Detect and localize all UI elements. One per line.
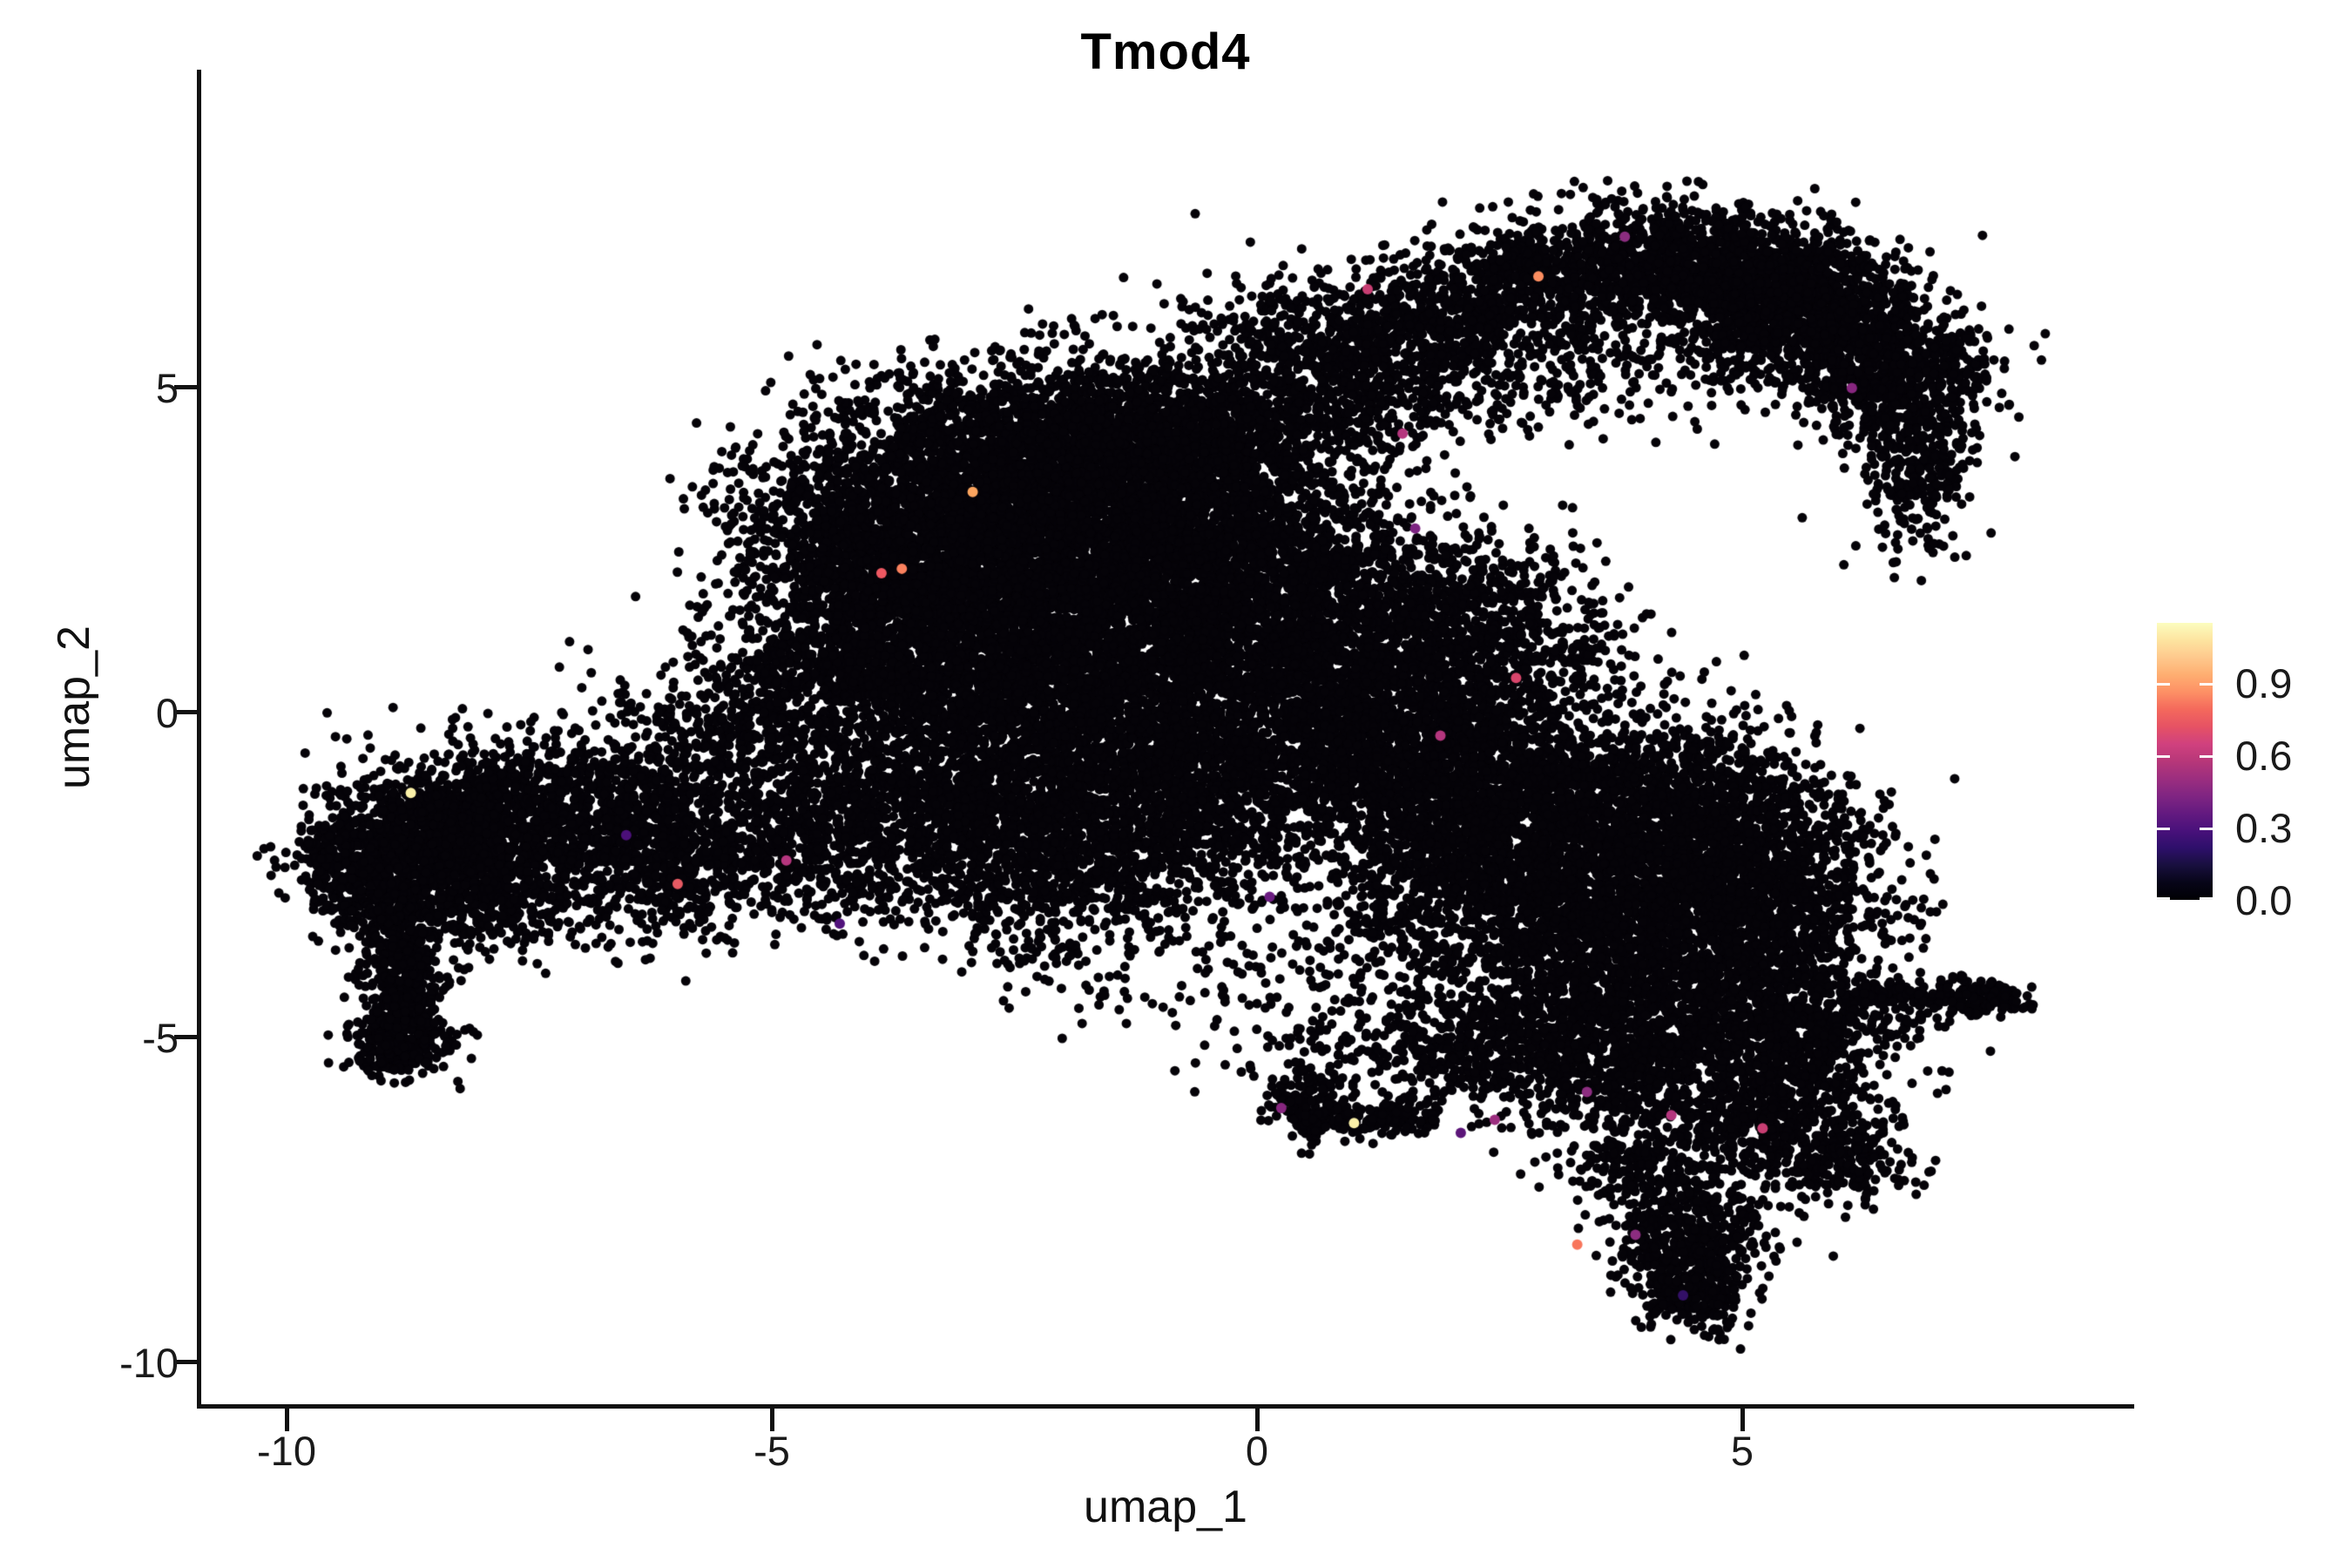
y-tick-mark bbox=[174, 385, 197, 389]
plot-title: Tmod4 bbox=[1080, 24, 1251, 80]
colorbar-tick-mark bbox=[2157, 897, 2170, 900]
x-tick-mark bbox=[1740, 1409, 1745, 1431]
x-axis-label: umap_1 bbox=[1084, 1482, 1247, 1532]
y-axis-line bbox=[197, 70, 201, 1409]
x-tick-label: 5 bbox=[1730, 1428, 1754, 1474]
colorbar-tick-mark bbox=[2200, 897, 2213, 900]
x-tick-label: 0 bbox=[1245, 1428, 1269, 1474]
y-tick-mark bbox=[174, 710, 197, 714]
colorbar-tick-mark bbox=[2157, 683, 2170, 686]
colorbar-tick-mark bbox=[2200, 755, 2213, 759]
x-tick-mark bbox=[1255, 1409, 1260, 1431]
x-tick-mark bbox=[770, 1409, 774, 1431]
colorbar-tick-mark bbox=[2157, 828, 2170, 831]
x-tick-mark bbox=[285, 1409, 289, 1431]
colorbar-tick-mark bbox=[2200, 683, 2213, 686]
x-axis-line bbox=[197, 1404, 2134, 1409]
colorbar-tick-mark bbox=[2157, 755, 2170, 759]
x-tick-label: -5 bbox=[754, 1428, 790, 1474]
y-tick-mark bbox=[174, 1360, 197, 1364]
x-tick-label: -10 bbox=[257, 1428, 316, 1474]
y-tick-mark bbox=[174, 1035, 197, 1039]
expression-colorbar bbox=[2157, 623, 2213, 900]
colorbar-tick-mark bbox=[2200, 828, 2213, 831]
